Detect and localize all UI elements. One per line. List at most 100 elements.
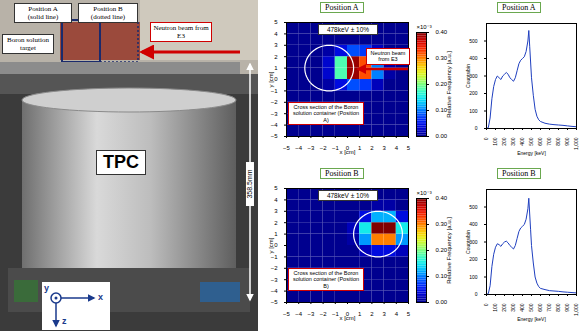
svg-text:0.00: 0.00 <box>436 299 448 305</box>
svg-text:100: 100 <box>492 303 498 312</box>
svg-text:−3: −3 <box>271 111 279 117</box>
svg-text:4: 4 <box>395 145 399 151</box>
html-text:Neutron beam from E3: Neutron beam from E3 <box>370 50 406 63</box>
svg-text:0.40: 0.40 <box>436 29 448 35</box>
svg-text:400: 400 <box>519 137 525 146</box>
svg-text:500: 500 <box>528 303 534 312</box>
svg-text:−1: −1 <box>332 311 340 317</box>
svg-text:−5: −5 <box>271 133 279 139</box>
svg-text:200: 200 <box>501 303 507 312</box>
svg-text:−2: −2 <box>320 145 328 151</box>
svg-text:x [cm]: x [cm] <box>340 149 356 155</box>
svg-text:1,000: 1,000 <box>573 303 579 316</box>
svg-text:600: 600 <box>537 137 543 146</box>
svg-text:4: 4 <box>274 197 278 203</box>
svg-text:600: 600 <box>537 303 543 312</box>
svg-text:1: 1 <box>274 231 278 237</box>
svg-text:−2: −2 <box>320 311 328 317</box>
svg-text:4: 4 <box>395 311 399 317</box>
svg-text:0: 0 <box>483 137 489 140</box>
svg-text:0.00: 0.00 <box>436 133 448 139</box>
svg-text:×10⁻³: ×10⁻³ <box>417 190 432 196</box>
svg-text:5: 5 <box>274 19 278 25</box>
svg-text:×10⁻³: ×10⁻³ <box>417 24 432 30</box>
svg-text:2: 2 <box>370 145 374 151</box>
svg-text:5: 5 <box>407 145 411 151</box>
svg-text:−4: −4 <box>295 145 303 151</box>
svg-text:−3: −3 <box>307 145 315 151</box>
svg-text:500: 500 <box>469 38 478 44</box>
svg-text:−5: −5 <box>283 145 291 151</box>
svg-text:100: 100 <box>469 108 478 114</box>
svg-text:0: 0 <box>274 242 278 248</box>
svg-text:−1: −1 <box>271 88 279 94</box>
svg-text:Counts/bin: Counts/bin <box>465 230 471 254</box>
svg-text:400: 400 <box>519 303 525 312</box>
svg-text:−3: −3 <box>271 277 279 283</box>
html-text:Cross section of the Boron sol: Cross section of the Boron solution cont… <box>293 104 359 123</box>
svg-text:Energy [keV]: Energy [keV] <box>517 316 546 322</box>
svg-text:3: 3 <box>382 311 386 317</box>
svg-text:700: 700 <box>546 303 552 312</box>
svg-text:1: 1 <box>274 65 278 71</box>
html-text:Position B: Position B <box>502 169 536 178</box>
svg-text:y [cm]: y [cm] <box>268 71 274 87</box>
svg-text:300: 300 <box>510 303 516 312</box>
svg-text:Counts/bin: Counts/bin <box>465 64 471 88</box>
svg-text:0: 0 <box>274 76 278 82</box>
svg-text:3: 3 <box>382 145 386 151</box>
html-text:Position A: Position A <box>502 3 536 12</box>
svg-text:−1: −1 <box>332 145 340 151</box>
svg-text:−5: −5 <box>283 311 291 317</box>
svg-text:900: 900 <box>564 137 570 146</box>
svg-text:200: 200 <box>469 256 478 262</box>
html-text:Position A: Position A <box>325 3 359 12</box>
svg-text:700: 700 <box>546 137 552 146</box>
svg-text:−3: −3 <box>307 311 315 317</box>
html-text:TPC: TPC <box>103 152 139 172</box>
svg-text:Relative Frequency [a.u.]: Relative Frequency [a.u.] <box>446 51 452 118</box>
svg-text:800: 800 <box>555 303 561 312</box>
html-text:Position B: Position B <box>325 169 359 178</box>
svg-text:1: 1 <box>358 311 362 317</box>
svg-text:0: 0 <box>475 291 478 297</box>
html-text:Boron solution target: Boron solution target <box>7 36 49 52</box>
svg-text:200: 200 <box>501 137 507 146</box>
svg-text:100: 100 <box>492 137 498 146</box>
svg-text:Energy [keV]: Energy [keV] <box>517 150 546 156</box>
svg-text:x [cm]: x [cm] <box>340 315 356 321</box>
svg-text:2: 2 <box>274 54 278 60</box>
html-text:Cross section of the Boron sol: Cross section of the Boron solution cont… <box>293 270 359 289</box>
svg-text:800: 800 <box>555 137 561 146</box>
svg-text:0.40: 0.40 <box>436 195 448 201</box>
svg-text:1,000: 1,000 <box>573 137 579 150</box>
svg-text:3: 3 <box>274 42 278 48</box>
svg-text:0: 0 <box>475 125 478 131</box>
svg-text:0: 0 <box>483 303 489 306</box>
svg-text:900: 900 <box>564 303 570 312</box>
svg-text:−5: −5 <box>271 299 279 305</box>
svg-text:−4: −4 <box>295 311 303 317</box>
svg-text:−1: −1 <box>271 254 279 260</box>
svg-text:1: 1 <box>358 145 362 151</box>
svg-text:400: 400 <box>469 55 478 61</box>
svg-text:−2: −2 <box>271 265 279 271</box>
svg-text:y [cm]: y [cm] <box>268 237 274 253</box>
svg-text:2: 2 <box>274 220 278 226</box>
svg-text:−4: −4 <box>271 288 279 294</box>
svg-text:4: 4 <box>274 31 278 37</box>
svg-text:5: 5 <box>407 311 411 317</box>
svg-text:500: 500 <box>469 204 478 210</box>
svg-text:−4: −4 <box>271 122 279 128</box>
svg-text:Relative Frequency [a.u.]: Relative Frequency [a.u.] <box>446 217 452 284</box>
svg-text:−2: −2 <box>271 99 279 105</box>
svg-text:100: 100 <box>469 274 478 280</box>
html-text:Neutron beam from E3: Neutron beam from E3 <box>153 24 209 40</box>
svg-text:3: 3 <box>274 208 278 214</box>
svg-text:300: 300 <box>510 137 516 146</box>
svg-text:200: 200 <box>469 90 478 96</box>
svg-text:2: 2 <box>370 311 374 317</box>
svg-text:500: 500 <box>528 137 534 146</box>
svg-text:5: 5 <box>274 185 278 191</box>
svg-text:400: 400 <box>469 221 478 227</box>
